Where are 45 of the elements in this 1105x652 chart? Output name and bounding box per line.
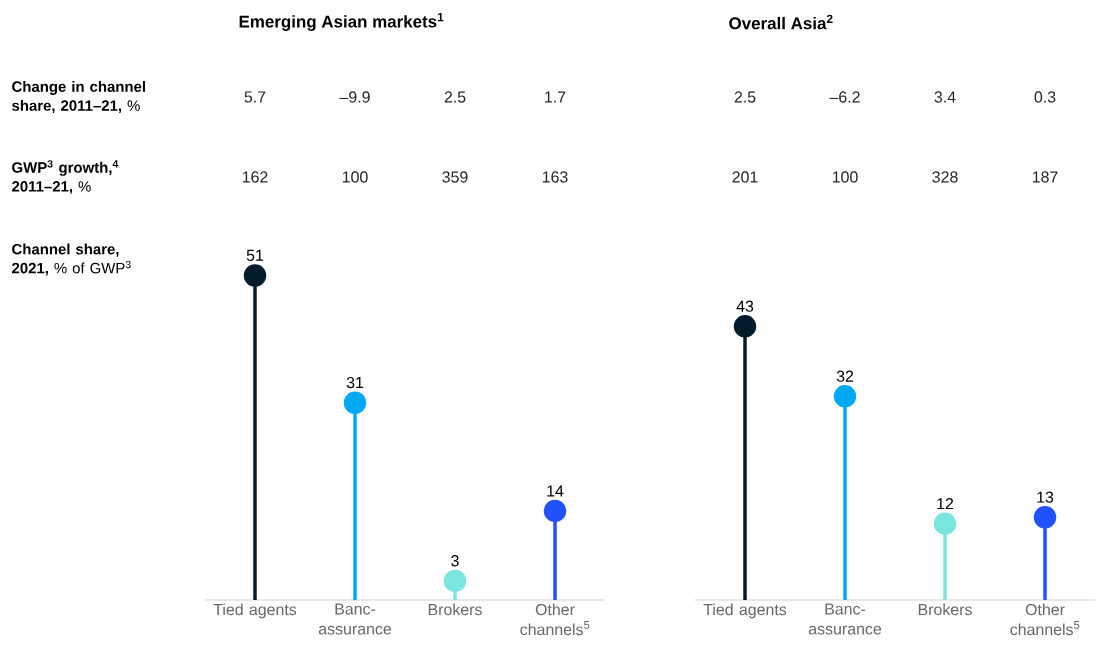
text: 100 (342, 171, 368, 183)
chart-title: Emerging Asian markets$^{1}$ (239, 13, 444, 31)
point (833, 385, 857, 408)
point (243, 264, 267, 287)
text: 2.5 (734, 91, 756, 103)
chart-title: Overall Asia$^{2}$ (729, 14, 833, 30)
point (1033, 506, 1057, 529)
x-tick-label: Tied agents (703, 603, 787, 619)
text: 5.7 (244, 91, 266, 103)
point (543, 499, 567, 523)
data-label: 43 (736, 300, 754, 312)
point (733, 315, 757, 338)
text: –9.9 (339, 91, 370, 103)
text: Channel share, 2021, % of GWP$^{3}$ (12, 243, 131, 276)
text: 201 (732, 171, 758, 183)
text: 359 (442, 171, 468, 183)
data-label: 13 (1037, 491, 1054, 503)
text: 1.7 (545, 91, 566, 103)
text: 3.4 (934, 91, 956, 103)
x-tick-label: Other channels$^{5}$ (1010, 603, 1080, 636)
point (933, 512, 957, 535)
data-label: 14 (547, 485, 564, 497)
point (343, 391, 367, 414)
data-label: 3 (451, 555, 459, 567)
x-tick-label: Brokers (428, 603, 482, 616)
text: 162 (242, 171, 268, 183)
text: 163 (542, 171, 568, 183)
x-tick-label: Brokers (918, 603, 972, 616)
x-tick-label: Banc-assurance (808, 603, 882, 635)
text: 328 (932, 171, 958, 183)
data-label: 12 (937, 497, 954, 510)
data-label: 31 (346, 376, 364, 389)
data-label: 32 (836, 370, 854, 382)
text: 187 (1032, 171, 1058, 183)
text: –6.2 (829, 91, 860, 103)
text: 2.5 (444, 91, 466, 103)
text: Change in channel share, 2011–21, % (12, 80, 145, 114)
text: 0.3 (1034, 91, 1056, 103)
x-tick-label: Banc-assurance (318, 603, 392, 635)
x-tick-label: Other channels$^{5}$ (520, 603, 590, 636)
x-tick-label: Tied agents (213, 603, 297, 619)
text: GWP$^{3}$ growth,$^{4}$ 2011–21, % (12, 160, 119, 194)
text: 100 (832, 171, 858, 183)
data-label: 51 (246, 249, 264, 261)
point (443, 569, 467, 593)
